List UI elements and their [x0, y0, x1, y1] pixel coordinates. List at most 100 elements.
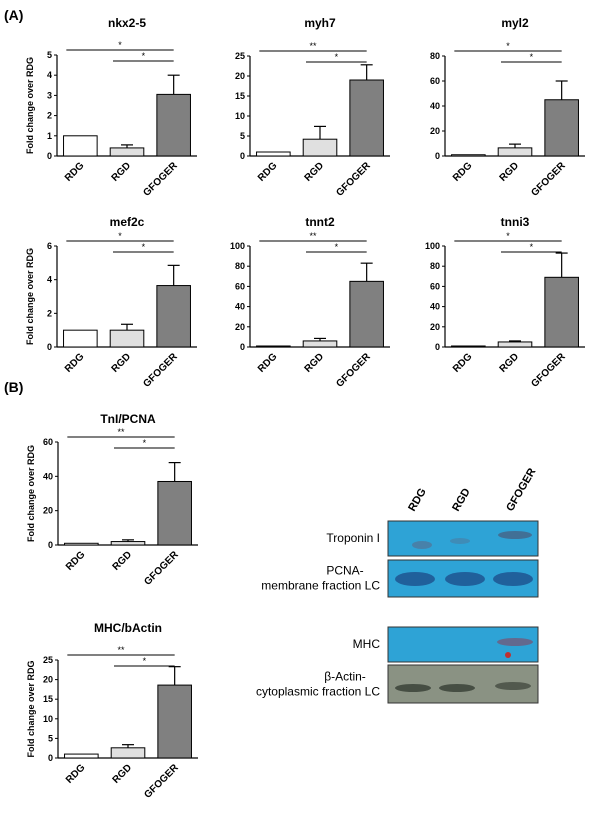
band — [445, 572, 485, 586]
chart-title: tnnt2 — [305, 215, 335, 229]
y-tick-label: 3 — [47, 90, 52, 100]
x-tick-label: GFOGER — [141, 351, 180, 390]
y-tick-label: 20 — [430, 322, 440, 332]
chart-title: mef2c — [110, 215, 145, 229]
bar — [63, 135, 98, 157]
y-tick-label: 100 — [230, 241, 245, 251]
y-tick-label: 80 — [430, 261, 440, 271]
blot-row-label: PCNA- — [326, 564, 363, 578]
y-tick-label: 5 — [240, 131, 245, 141]
significance-label: * — [142, 242, 146, 252]
band — [412, 541, 432, 549]
x-tick-label: RDG — [256, 351, 280, 375]
panel-label: (B) — [4, 379, 23, 395]
y-tick-label: 0 — [435, 151, 440, 161]
x-tick-label: RGD — [303, 160, 327, 184]
y-tick-label: 5 — [48, 733, 53, 743]
significance-label: * — [335, 52, 339, 62]
bar — [497, 341, 533, 348]
panel-label: (A) — [4, 7, 23, 23]
blot-row-label: membrane fraction LC — [261, 579, 380, 593]
y-tick-label: 15 — [43, 694, 53, 704]
lane-label: RGD — [450, 486, 473, 513]
y-tick-label: 80 — [430, 51, 440, 61]
x-tick-label: GFOGER — [529, 160, 568, 199]
significance-label: * — [143, 656, 147, 666]
bar — [349, 79, 384, 157]
x-tick-label: RDG — [63, 160, 87, 184]
band — [450, 538, 470, 544]
significance-label: * — [506, 231, 510, 241]
x-tick-label: RDG — [64, 762, 88, 786]
x-tick-label: RDG — [451, 351, 475, 375]
x-tick-label: GFOGER — [334, 160, 373, 199]
x-tick-label: RDG — [63, 351, 87, 375]
bar — [451, 345, 486, 348]
band — [395, 684, 431, 692]
bar — [256, 151, 291, 157]
chart-title: myh7 — [304, 16, 336, 30]
y-tick-label: 2 — [47, 308, 52, 318]
chart-title: tnni3 — [501, 215, 530, 229]
y-tick-label: 20 — [235, 322, 245, 332]
band — [498, 531, 532, 539]
significance-label: * — [530, 52, 534, 62]
x-tick-label: RDG — [451, 160, 475, 184]
y-tick-label: 4 — [47, 275, 52, 285]
y-tick-label: 0 — [240, 342, 245, 352]
significance-label: * — [142, 51, 146, 61]
y-tick-label: 40 — [430, 101, 440, 111]
x-tick-label: GFOGER — [142, 549, 181, 588]
lane-label: RDG — [406, 486, 429, 513]
y-tick-label: 10 — [235, 111, 245, 121]
y-tick-label: 20 — [43, 506, 53, 516]
x-tick-label: RGD — [303, 351, 327, 375]
blot-images — [387, 520, 539, 704]
chart-title: myl2 — [501, 16, 529, 30]
y-tick-label: 40 — [235, 302, 245, 312]
y-tick-label: 40 — [43, 471, 53, 481]
significance-label: * — [143, 438, 147, 448]
significance-label: ** — [117, 427, 125, 437]
bar — [302, 340, 338, 348]
y-tick-label: 0 — [48, 753, 53, 763]
y-tick-label: 0 — [47, 151, 52, 161]
blot-row-label: Troponin I — [326, 531, 380, 545]
bar — [110, 541, 146, 546]
y-tick-label: 40 — [430, 302, 440, 312]
significance-label: * — [118, 231, 122, 241]
y-tick-label: 0 — [240, 151, 245, 161]
significance-label: ** — [117, 645, 125, 655]
bar — [157, 480, 192, 546]
y-tick-label: 20 — [235, 71, 245, 81]
bar — [302, 138, 338, 157]
significance-label: ** — [309, 231, 317, 241]
y-tick-label: 20 — [430, 126, 440, 136]
bar — [156, 93, 191, 157]
y-tick-label: 4 — [47, 70, 52, 80]
bar — [451, 154, 486, 157]
y-axis-label: Fold change over RDG — [26, 445, 36, 542]
x-tick-label: GFOGER — [334, 351, 373, 390]
blot-row-label: cytoplasmic fraction LC — [256, 685, 380, 699]
x-tick-label: RGD — [110, 160, 134, 184]
x-tick-label: RGD — [498, 160, 522, 184]
band — [439, 684, 475, 692]
x-tick-label: RGD — [111, 549, 135, 573]
chart-title: nkx2-5 — [108, 16, 146, 30]
chart-title: TnI/PCNA — [100, 412, 156, 426]
x-tick-label: RDG — [64, 549, 88, 573]
y-tick-label: 60 — [430, 76, 440, 86]
bar — [156, 285, 191, 348]
significance-label: * — [335, 242, 339, 252]
x-tick-label: RGD — [498, 351, 522, 375]
x-tick-label: RGD — [111, 762, 135, 786]
bar — [157, 684, 192, 759]
y-tick-label: 5 — [47, 50, 52, 60]
chart-title: MHC/bActin — [94, 621, 162, 635]
bar — [544, 99, 579, 157]
bar — [497, 147, 533, 157]
blot-row-label: β-Actin- — [324, 670, 366, 684]
band — [395, 572, 435, 586]
